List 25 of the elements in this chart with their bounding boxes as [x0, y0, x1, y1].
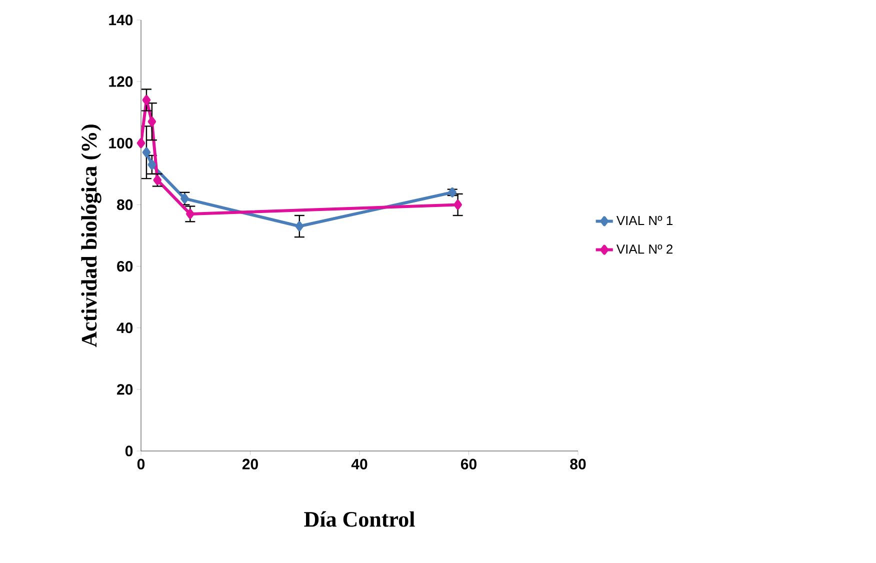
y-tick-label: 100 — [109, 138, 133, 148]
legend-label: VIAL Nº 2 — [616, 244, 672, 254]
x-axis-title: Día Control — [304, 511, 415, 527]
y-tick-label: 40 — [116, 322, 133, 334]
point — [148, 116, 156, 127]
x-tick-label: 0 — [137, 458, 145, 470]
point — [148, 160, 156, 170]
point — [142, 147, 151, 158]
legend-label: VIAL Nº 1 — [616, 216, 673, 225]
x-tick-label: 80 — [570, 458, 586, 470]
y-tick-label: 80 — [116, 199, 133, 210]
point — [295, 221, 304, 232]
point — [136, 138, 146, 148]
x-tick-label: 60 — [460, 458, 476, 470]
y-tick-label: 60 — [117, 260, 133, 272]
point — [454, 200, 462, 210]
point — [142, 95, 151, 106]
y-axis-title: Actividad biológica (%) — [81, 124, 102, 348]
y-tick-label: 0 — [125, 446, 133, 456]
y-tick-label: 140 — [109, 14, 133, 26]
x-tick-label: 20 — [242, 458, 258, 470]
x-tick-label: 40 — [351, 458, 368, 470]
y-tick-label: 120 — [109, 76, 133, 87]
y-tick-label: 20 — [117, 384, 133, 395]
point — [186, 208, 194, 219]
